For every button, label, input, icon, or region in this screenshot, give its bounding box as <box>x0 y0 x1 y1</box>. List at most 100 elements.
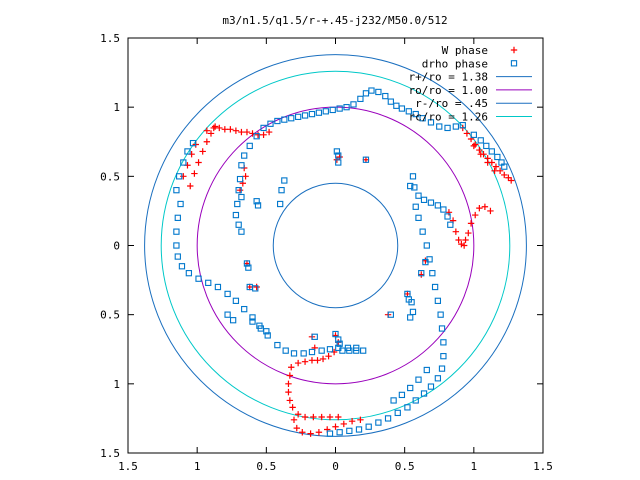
w-phase-point-41 <box>477 151 484 158</box>
drho-phase-point-129 <box>335 152 342 159</box>
w-phase-point-3 <box>199 148 206 155</box>
drho-phase-point-78 <box>440 206 447 213</box>
drho-phase-point-110 <box>407 384 414 392</box>
drho-phase-point-50 <box>315 109 323 116</box>
w-phase-point-46 <box>476 204 483 212</box>
drho-phase-point-102 <box>375 419 382 426</box>
w-phase-point-39 <box>507 177 515 184</box>
drho-phase-point-49 <box>308 110 316 118</box>
w-phase-point-36 <box>496 167 504 174</box>
drho-phase-point-52 <box>329 106 336 114</box>
drho-phase-point-1 <box>174 214 181 221</box>
drho-phase-point-91 <box>438 325 446 332</box>
w-phase-point-80 <box>348 417 356 425</box>
drho-phase-point-145 <box>339 347 346 354</box>
drho-phase-point-116 <box>483 142 490 150</box>
drho-phase-point-45 <box>281 116 288 123</box>
drho-phase-point-99 <box>404 404 411 411</box>
drho-phase-point-61 <box>387 98 394 105</box>
drho-phase-point-114 <box>494 153 501 161</box>
y-tick-label: 0.5 <box>100 170 120 183</box>
drho-phase-point-64 <box>405 108 412 115</box>
drho-phase-point-117 <box>477 137 484 144</box>
drho-phase-point-4 <box>174 253 181 260</box>
drho-phase-point-126 <box>418 270 425 277</box>
w-phase-point-63 <box>285 388 292 396</box>
plot-frame <box>127 37 544 454</box>
drho-phase-point-40 <box>246 142 253 150</box>
drho-phase-point-130 <box>335 159 342 166</box>
drho-phase-point-118 <box>470 131 477 138</box>
drho-phase-point-87 <box>429 270 436 277</box>
drho-phase-point-138 <box>252 285 259 292</box>
drho-phase-point-11 <box>232 297 240 304</box>
drho-phase-point-109 <box>415 376 422 383</box>
drho-phase-point-136 <box>254 202 262 209</box>
w-phase-point-31 <box>476 146 483 154</box>
reference-circle-2 <box>272 182 399 309</box>
w-phase-point-83 <box>301 358 309 365</box>
w-phase-point-14 <box>221 126 229 133</box>
w-phase-point-64 <box>286 397 294 404</box>
drho-phase-point-62 <box>393 102 400 109</box>
drho-phase-point-43 <box>267 120 274 127</box>
y-tick-label: 1.5 <box>100 447 120 460</box>
w-phase-point-47 <box>472 211 479 219</box>
drho-phase-point-85 <box>423 242 430 249</box>
drho-phase-point-7 <box>195 275 202 282</box>
drho-phase-point-63 <box>398 105 406 112</box>
w-phase-point-5 <box>207 130 215 137</box>
drho-phase-point-107 <box>326 430 334 437</box>
w-phase-point-75 <box>307 430 314 437</box>
legend-label-0: W phase <box>442 44 488 57</box>
drho-phase-point-31 <box>235 187 242 194</box>
drho-phase-point-133 <box>278 187 285 194</box>
drho-phase-point-131 <box>333 148 341 155</box>
drho-phase-point-123 <box>409 308 417 316</box>
drho-phase-point-134 <box>277 200 284 208</box>
w-phase-point-70 <box>326 413 334 421</box>
drho-phase-point-106 <box>336 429 343 436</box>
drho-phase-point-46 <box>288 115 295 122</box>
drho-phase-point-89 <box>434 297 442 304</box>
w-phase-point-65 <box>289 404 296 411</box>
w-phase-point-22 <box>265 128 273 136</box>
drho-phase-point-18 <box>176 173 183 180</box>
reference-circle-0 <box>144 54 527 437</box>
w-phase-point-71 <box>335 413 342 421</box>
drho-phase-point-80 <box>447 221 454 228</box>
drho-phase-point-151 <box>263 328 270 335</box>
legend-label-2: r+/ro = 1.38 <box>409 71 488 84</box>
w-phase-point-11 <box>203 127 211 134</box>
w-phase-point-78 <box>332 423 339 430</box>
w-phase-point-12 <box>210 124 217 132</box>
drho-phase-point-15 <box>264 332 271 339</box>
w-phase-point-72 <box>290 416 298 423</box>
drho-phase-point-53 <box>336 105 343 112</box>
w-phase-point-76 <box>315 429 323 436</box>
w-phase-point-87 <box>325 352 332 360</box>
legend-label-4: r-/ro = .45 <box>415 97 488 110</box>
drho-phase-point-105 <box>346 427 353 435</box>
w-phase-point-4 <box>203 138 211 145</box>
w-phase-point-68 <box>310 413 317 421</box>
legend-label-5: rc/ro = 1.26 <box>409 111 488 124</box>
drho-phase-point-72 <box>409 173 417 180</box>
drho-phase-point-47 <box>294 113 302 120</box>
drho-phase-point-32 <box>234 200 241 208</box>
w-phase-point-74 <box>299 429 306 436</box>
w-phase-point-18 <box>243 128 251 136</box>
legend-label-3: ro/ro = 1.00 <box>409 84 488 97</box>
drho-phase-point-90 <box>437 311 444 318</box>
drho-phase-point-127 <box>422 258 429 266</box>
drho-phase-point-16 <box>274 341 281 349</box>
w-phase-point-43 <box>491 167 498 174</box>
w-phase-point-62 <box>285 380 292 388</box>
legend-sample-0 <box>510 46 518 54</box>
drho-phase-point-21 <box>189 139 197 147</box>
drho-phase-point-19 <box>180 159 187 166</box>
drho-phase-point-13 <box>249 314 256 321</box>
drho-phase-point-93 <box>440 353 447 360</box>
w-phase-point-0 <box>187 182 194 190</box>
w-phase-point-44 <box>487 207 494 215</box>
